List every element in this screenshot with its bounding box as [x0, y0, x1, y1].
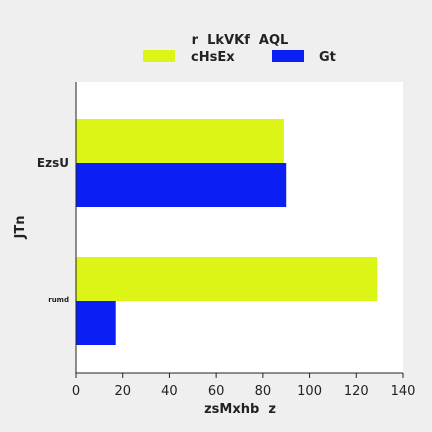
x-tick-label-140: 140: [391, 384, 416, 399]
x-tick-label-120: 120: [344, 384, 369, 399]
x-ticks-group: 0 20 40 60 80 100 120 140: [72, 373, 416, 399]
legend-swatch-cHsEx: [143, 50, 175, 62]
x-tick-label-0: 0: [72, 384, 80, 399]
x-tick-label-40: 40: [161, 384, 178, 399]
category-label-rumd: rumd: [48, 296, 69, 304]
bar-Gt-EzsU: [76, 163, 287, 207]
x-tick-label-20: 20: [114, 384, 131, 399]
y-axis-title: JTn: [13, 216, 28, 240]
bar-cHsEx-EzsU: [76, 119, 284, 163]
category-labels: EzsU rumd: [37, 156, 69, 304]
x-axis-title: zsMxhb z: [204, 402, 276, 417]
legend: r LkVKf AQL cHsEx Gt: [143, 33, 336, 65]
legend-label-Gt: Gt: [319, 50, 336, 65]
x-tick-label-60: 60: [208, 384, 225, 399]
bar-cHsEx-rumd: [76, 257, 378, 301]
x-tick-label-80: 80: [255, 384, 272, 399]
category-label-EzsU: EzsU: [37, 156, 69, 170]
x-tick-label-100: 100: [297, 384, 322, 399]
bars-group: [76, 119, 378, 345]
bar-Gt-rumd: [76, 301, 116, 345]
legend-title: r LkVKf AQL: [192, 33, 289, 48]
legend-swatch-Gt: [272, 50, 304, 62]
legend-label-cHsEx: cHsEx: [191, 50, 235, 65]
